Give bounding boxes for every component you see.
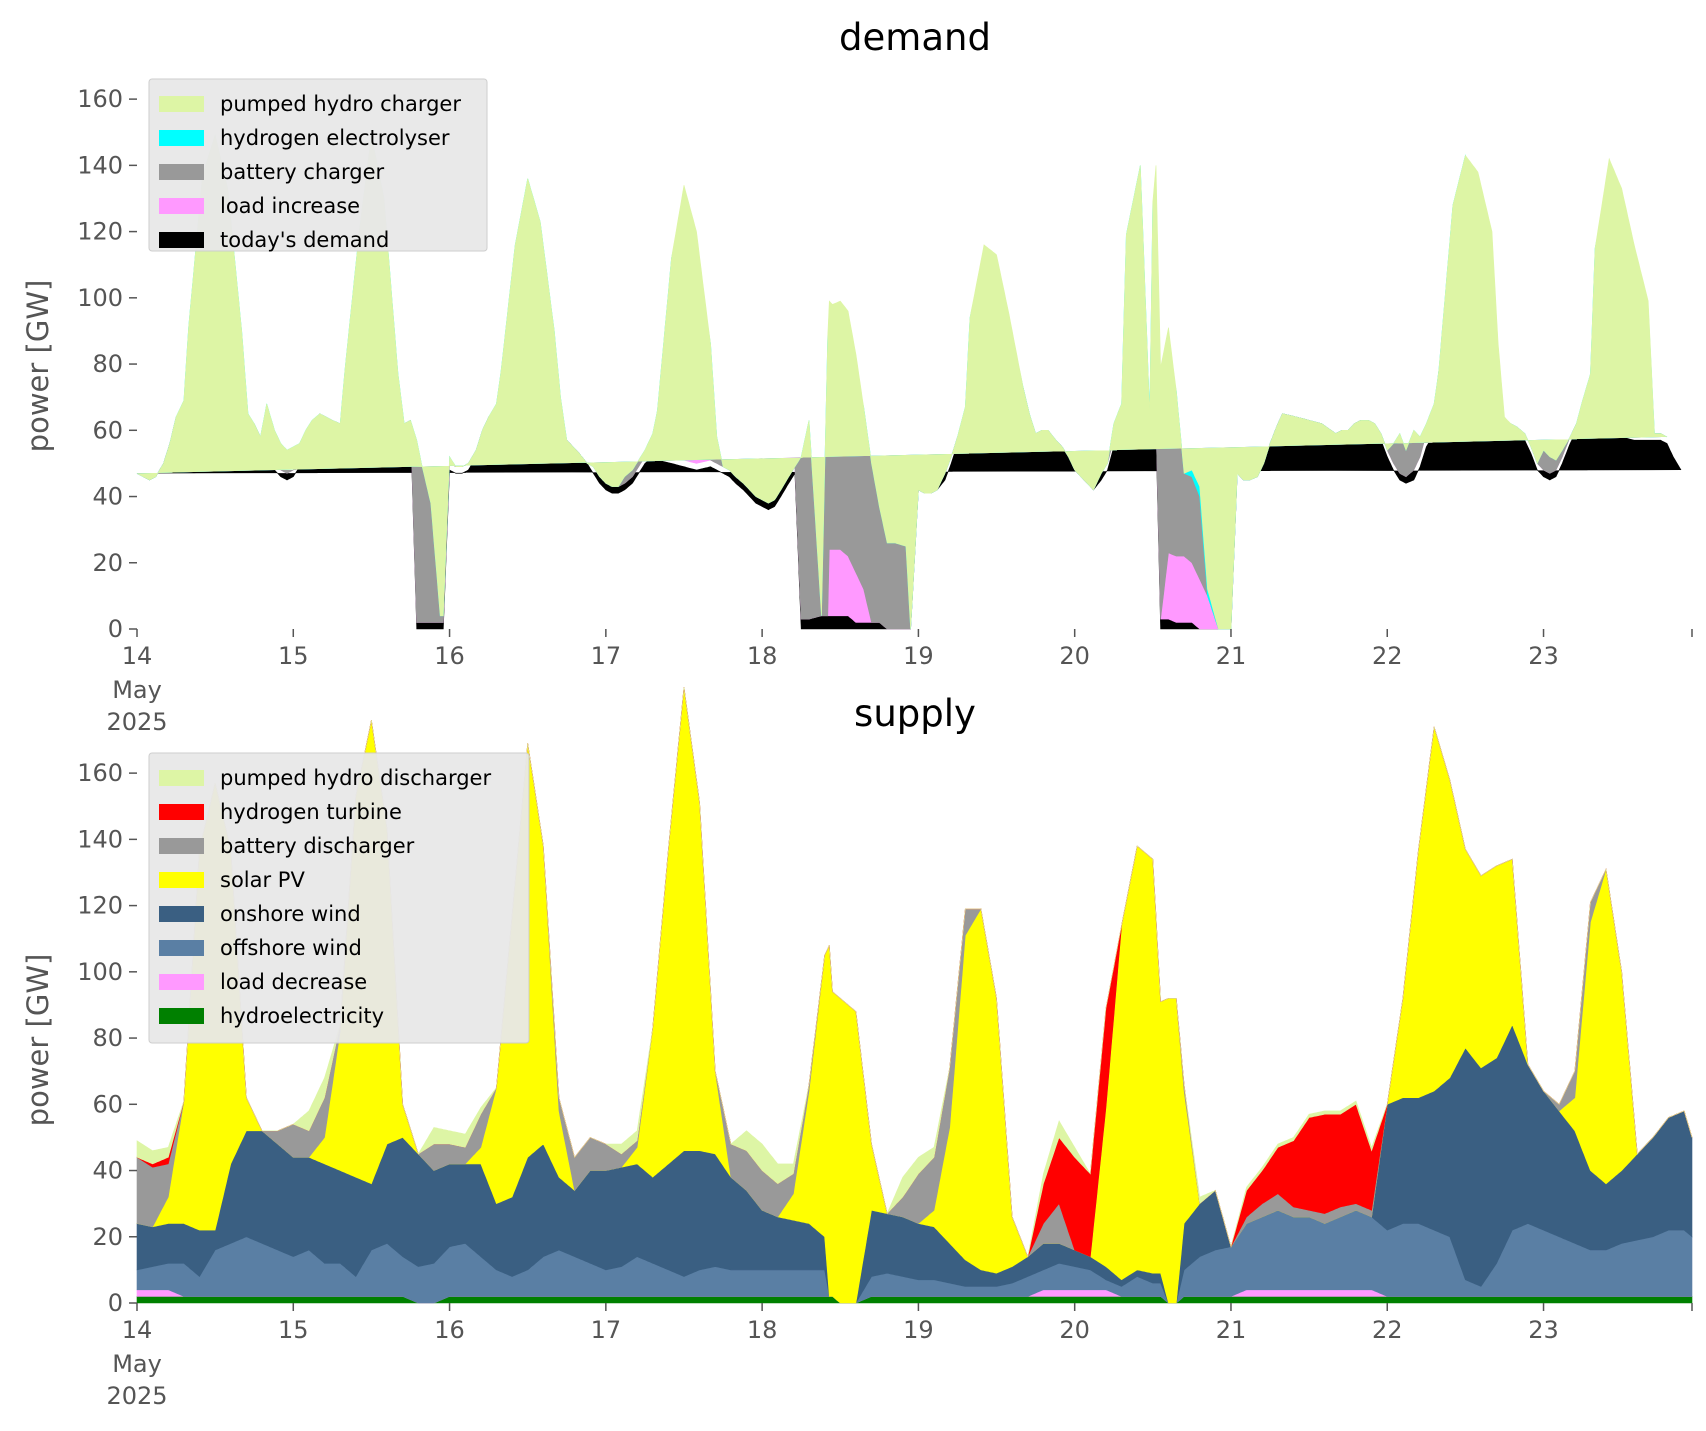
- demand-chart: demand power [GW] 0 20 40 60 80 100 120 140 160 1…: [21, 16, 1693, 736]
- x-tick-label: 20: [1059, 1316, 1090, 1344]
- legend-box: [148, 78, 488, 252]
- legend-label: hydrogen turbine: [220, 800, 402, 824]
- y-tick-label: 120: [77, 218, 123, 246]
- y-tick-label: 60: [92, 1090, 123, 1118]
- x-tick-label: 21: [1216, 642, 1247, 670]
- y-tick-label: 0: [108, 1289, 123, 1317]
- legend-swatch: [159, 232, 204, 248]
- y-tick-label: 20: [92, 549, 123, 577]
- y-tick-label: 40: [92, 483, 123, 511]
- legend-swatch: [159, 906, 204, 922]
- legend-swatch: [159, 872, 204, 888]
- legend-label: battery charger: [220, 160, 385, 184]
- x-tick-label: 17: [591, 1316, 622, 1344]
- area-hydroelectricity: [136, 1296, 1693, 1304]
- x-tick-label: 15: [278, 642, 309, 670]
- x-tick-label: 22: [1372, 642, 1403, 670]
- area-pumped-hydro-charger: [136, 134, 1668, 630]
- x-tick-label: 20: [1059, 642, 1090, 670]
- legend-label: today's demand: [220, 228, 389, 252]
- chart-title: supply: [854, 692, 976, 735]
- legend-label: battery discharger: [220, 834, 415, 858]
- y-tick-label: 60: [92, 416, 123, 444]
- x-tick-label: 22: [1372, 1316, 1403, 1344]
- legend-label: load increase: [220, 194, 360, 218]
- legend-swatch: [159, 130, 204, 146]
- legend-label: pumped hydro charger: [220, 92, 461, 116]
- y-tick-label: 100: [77, 284, 123, 312]
- x-tick-label: 17: [591, 642, 622, 670]
- x-tick-label: 23: [1528, 1316, 1559, 1344]
- legend-swatch: [159, 96, 204, 112]
- x-tick-label: 15: [278, 1316, 309, 1344]
- legend-box: [148, 752, 530, 1044]
- y-tick-label: 40: [92, 1157, 123, 1185]
- axes: 0 20 40 60 80 100 120 140 160 14 15 16 17 18 19 20 21 22 2…: [77, 85, 1693, 736]
- x-tick-label: 14: [122, 642, 153, 670]
- y-tick-label: 140: [77, 151, 123, 179]
- x-tick-label: 16: [434, 1316, 465, 1344]
- y-tick-label: 80: [92, 1024, 123, 1052]
- y-axis-label: power [GW]: [21, 954, 55, 1127]
- legend-swatch: [159, 940, 204, 956]
- y-tick-label: 80: [92, 350, 123, 378]
- legend-label: offshore wind: [220, 936, 362, 960]
- area-pumped-hydro-discharger: [136, 686, 1693, 1258]
- legend: pumped hydro discharger hydrogen turbine b…: [148, 752, 530, 1044]
- area-layer: [136, 134, 1682, 630]
- legend-swatch: [159, 198, 204, 214]
- x-tick-label: 23: [1528, 642, 1559, 670]
- x-tick-label: 18: [747, 642, 778, 670]
- legend-swatch: [159, 1008, 204, 1024]
- legend-swatch: [159, 974, 204, 990]
- legend-label: onshore wind: [220, 902, 361, 926]
- legend-swatch: [159, 164, 204, 180]
- y-axis-label: power [GW]: [21, 280, 55, 453]
- x-tick-sublabel: 2025: [106, 1382, 167, 1410]
- y-tick-label: 160: [77, 85, 123, 113]
- legend-label: hydrogen electrolyser: [220, 126, 450, 150]
- x-tick-label: 14: [122, 1316, 153, 1344]
- supply-chart: supply power [GW] 0 20 40 60 80 100 120 140 160 1…: [21, 686, 1693, 1410]
- x-tick-sublabel: 2025: [106, 708, 167, 736]
- x-tick-label: 19: [903, 1316, 934, 1344]
- y-tick-label: 160: [77, 759, 123, 787]
- legend-label: solar PV: [220, 868, 305, 892]
- legend-label: hydroelectricity: [220, 1004, 384, 1028]
- axes: 0 20 40 60 80 100 120 140 160 14 15 16 17 18 19 20 21 22 2…: [77, 759, 1693, 1410]
- legend-label: pumped hydro discharger: [220, 766, 491, 790]
- legend: pumped hydro charger hydrogen electrolyse…: [148, 78, 488, 252]
- legend-swatch: [159, 804, 204, 820]
- y-tick-label: 100: [77, 958, 123, 986]
- y-tick-label: 0: [108, 615, 123, 643]
- chart-title: demand: [839, 16, 991, 59]
- x-tick-label: 21: [1216, 1316, 1247, 1344]
- x-tick-label: 16: [434, 642, 465, 670]
- x-tick-sublabel: May: [112, 1350, 162, 1378]
- y-tick-label: 20: [92, 1223, 123, 1251]
- legend-swatch: [159, 770, 204, 786]
- x-tick-label: 19: [903, 642, 934, 670]
- x-tick-label: 18: [747, 1316, 778, 1344]
- legend-label: load decrease: [220, 970, 367, 994]
- legend-swatch: [159, 838, 204, 854]
- y-tick-label: 120: [77, 892, 123, 920]
- y-tick-label: 140: [77, 825, 123, 853]
- x-tick-sublabel: May: [112, 676, 162, 704]
